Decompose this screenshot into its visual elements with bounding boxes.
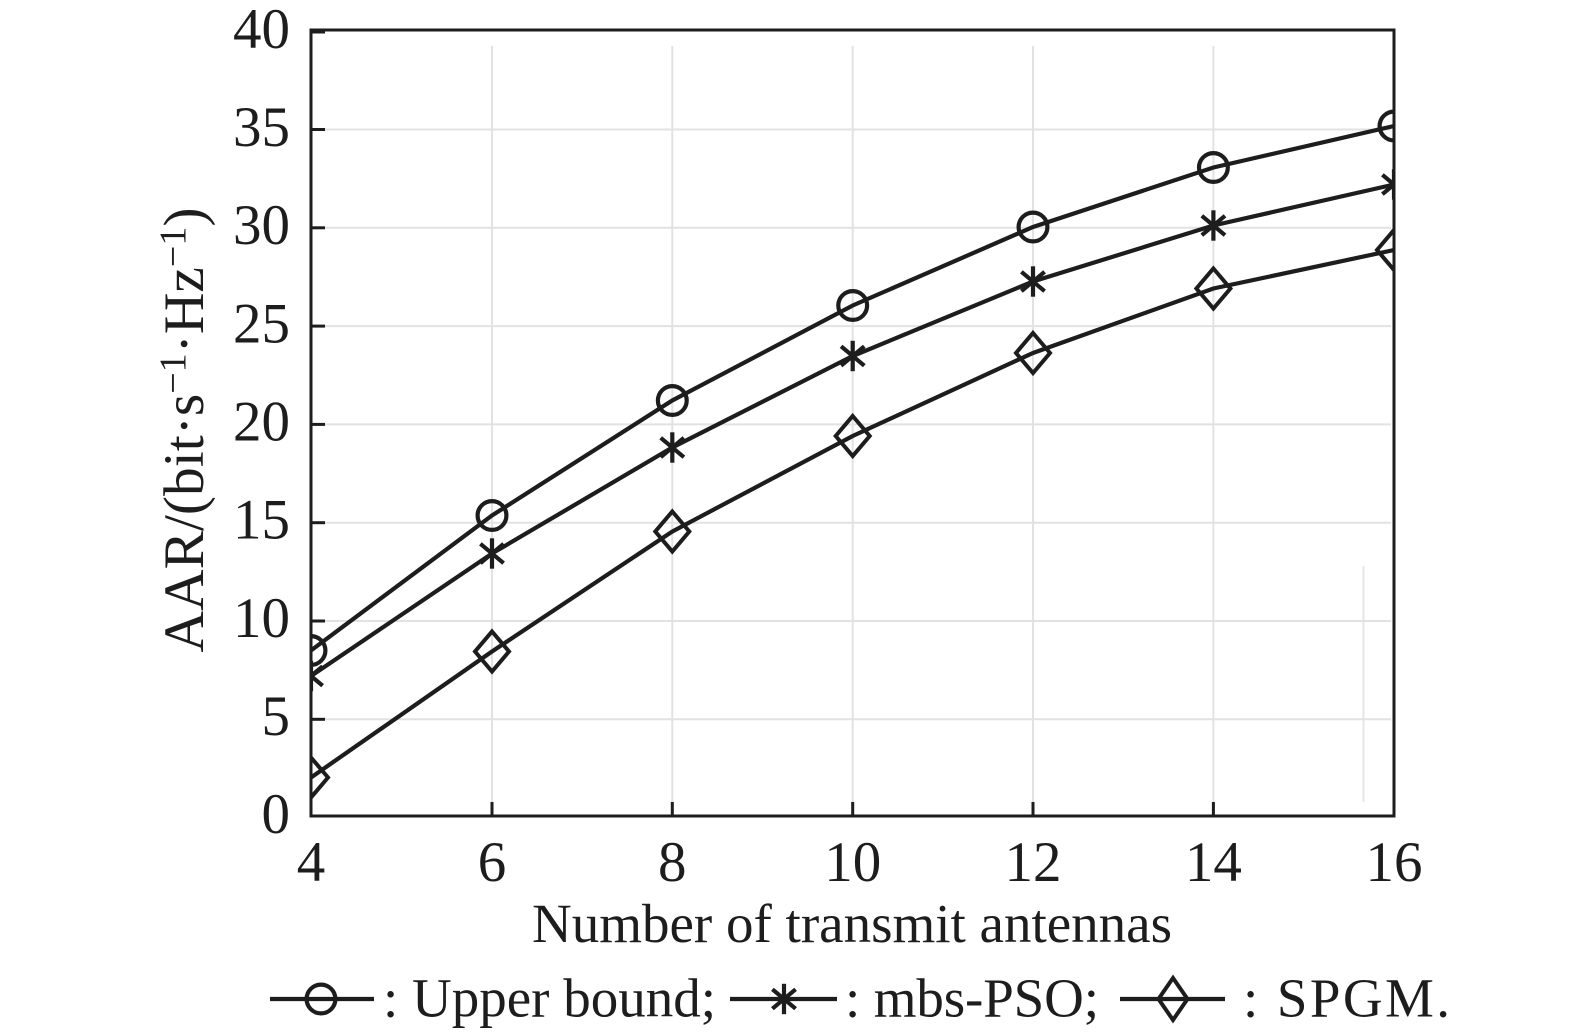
svg-text:30: 30 [233, 194, 290, 257]
svg-text:40: 40 [233, 0, 290, 61]
svg-text:AAR/(bit·s−1·Hz−1): AAR/(bit·s−1·Hz−1) [153, 208, 217, 653]
svg-text:10: 10 [233, 587, 290, 650]
svg-text:: SPGM.: : SPGM. [1243, 968, 1450, 1029]
svg-text:: Upper bound;: : Upper bound; [383, 968, 716, 1029]
svg-text:5: 5 [262, 685, 291, 748]
svg-text:25: 25 [233, 292, 290, 355]
svg-text:0: 0 [262, 783, 291, 846]
svg-text:Number of transmit antennas: Number of transmit antennas [532, 893, 1172, 954]
svg-text:35: 35 [233, 96, 290, 159]
svg-text:12: 12 [1005, 831, 1062, 894]
svg-text:20: 20 [233, 391, 290, 454]
svg-text:: mbs-PSO;: : mbs-PSO; [845, 968, 1099, 1029]
svg-text:6: 6 [478, 831, 507, 894]
svg-text:10: 10 [824, 831, 881, 894]
svg-text:4: 4 [297, 831, 326, 894]
svg-text:16: 16 [1366, 831, 1423, 894]
svg-text:14: 14 [1185, 831, 1242, 894]
svg-text:15: 15 [233, 489, 290, 552]
svg-text:8: 8 [658, 831, 687, 894]
